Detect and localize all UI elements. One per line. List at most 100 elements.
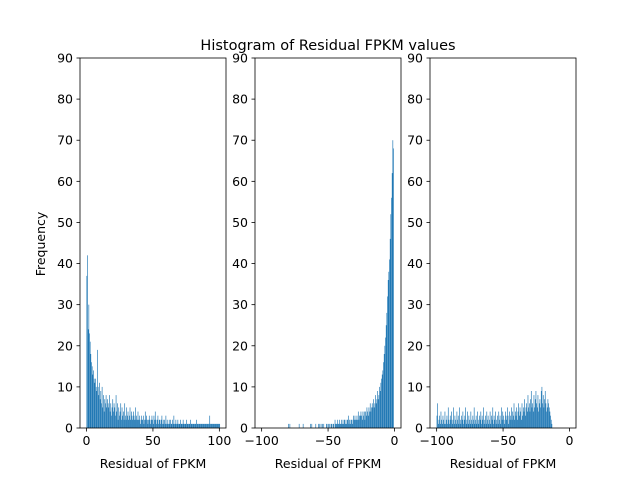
histogram-bar (174, 423, 176, 428)
histogram-bar (522, 415, 523, 428)
histogram-bar (99, 399, 101, 428)
histogram-bar (107, 399, 108, 428)
histogram-panel-3: 0 10 20 30 40 50 60 70 80 90 −100 −50 0 Residual of F… (407, 51, 577, 471)
histogram-bar (310, 423, 311, 428)
histogram-bar (513, 415, 514, 428)
histogram-bar (509, 411, 510, 428)
histogram-bar (375, 403, 377, 428)
histogram-bar (154, 411, 156, 428)
histogram-bar (180, 423, 182, 428)
histogram-bar (495, 411, 496, 428)
histogram-bar (143, 423, 145, 428)
histogram-bar (115, 415, 116, 428)
histogram-bar (176, 423, 178, 428)
y-tick-label: 90 (232, 51, 248, 66)
histogram-bar (391, 173, 393, 428)
histogram-bar (353, 415, 354, 428)
histogram-bar (341, 419, 343, 428)
histogram-bar (518, 403, 519, 428)
histogram-bar (520, 411, 521, 428)
y-tick-label: 10 (232, 379, 248, 394)
histogram-bar (532, 403, 533, 428)
histogram-bar (184, 423, 185, 428)
histogram-bar (548, 403, 549, 428)
histogram-bar (519, 415, 520, 428)
histogram-bar (349, 419, 350, 428)
histogram-bar (483, 423, 485, 428)
histogram-bar (499, 419, 500, 428)
y-tick-label: 50 (57, 215, 73, 230)
y-tick-label: 90 (407, 51, 423, 66)
histogram-bar (330, 423, 332, 428)
histogram-bar (467, 411, 468, 428)
histogram-bar (370, 411, 372, 428)
histogram-bar (549, 411, 551, 428)
histogram-bar (139, 419, 141, 428)
histogram-bar (523, 411, 525, 428)
histogram-bar (451, 411, 452, 428)
histogram-bar (122, 415, 124, 428)
histogram-bar (120, 403, 122, 428)
histogram-bar (385, 337, 386, 428)
histogram-bar (458, 423, 460, 428)
histogram-bar (450, 419, 452, 428)
histogram-bar (528, 403, 530, 428)
histogram-bar (378, 395, 380, 428)
y-tick-label: 70 (407, 133, 423, 148)
histogram-bar (386, 312, 388, 428)
histogram-bar (356, 415, 358, 428)
histogram-bar (93, 378, 95, 428)
x-tick-label: 50 (145, 433, 161, 448)
histogram-bar (204, 423, 206, 428)
histogram-bar (369, 403, 371, 428)
histogram-bar (477, 411, 478, 428)
histogram-bar (217, 423, 219, 428)
histogram-bar (498, 411, 500, 428)
histogram-bar (158, 419, 160, 428)
histogram-bar (482, 419, 484, 428)
histogram-bar (357, 411, 359, 428)
y-tick-label: 40 (407, 256, 423, 271)
histogram-bar (485, 423, 487, 428)
histogram-bar (196, 419, 197, 428)
histogram-bar (534, 407, 535, 428)
x-tick-label: 0 (83, 433, 91, 448)
histogram-bar (131, 411, 132, 428)
histogram-bar (186, 419, 187, 428)
histogram-bar (166, 423, 167, 428)
histogram-bar (531, 407, 533, 428)
histogram-bar (472, 415, 474, 428)
histogram-bar (194, 423, 195, 428)
histogram-bar (210, 423, 211, 428)
histogram-bar (95, 378, 96, 428)
histogram-bar (348, 423, 350, 428)
histogram-bar (113, 411, 114, 428)
histogram-bar (137, 411, 139, 428)
histogram-bar (215, 423, 217, 428)
histogram-bar (512, 411, 514, 428)
histogram-bar (152, 423, 154, 428)
histogram-bar (192, 423, 193, 428)
histogram-bar (545, 403, 547, 428)
histogram-bar (366, 407, 368, 428)
histogram-bar (332, 423, 334, 428)
histogram-bar (129, 407, 131, 428)
histogram-bar (211, 423, 213, 428)
histogram-bar (449, 423, 450, 428)
histogram-bar (464, 415, 466, 428)
y-tick-label: 50 (407, 215, 423, 230)
histogram-bar (149, 419, 151, 428)
histogram-bar (190, 419, 191, 428)
histogram-bar (476, 423, 478, 428)
histogram-bar (460, 423, 462, 428)
histogram-bar (144, 411, 146, 428)
y-tick-label: 70 (57, 133, 73, 148)
histogram-bar (186, 423, 188, 428)
histogram-bar (534, 399, 536, 428)
histogram-bar (180, 419, 181, 428)
histogram-bar (318, 423, 319, 428)
histogram-bar (150, 423, 151, 428)
histogram-bar (184, 423, 186, 428)
histogram-bar (342, 419, 344, 428)
